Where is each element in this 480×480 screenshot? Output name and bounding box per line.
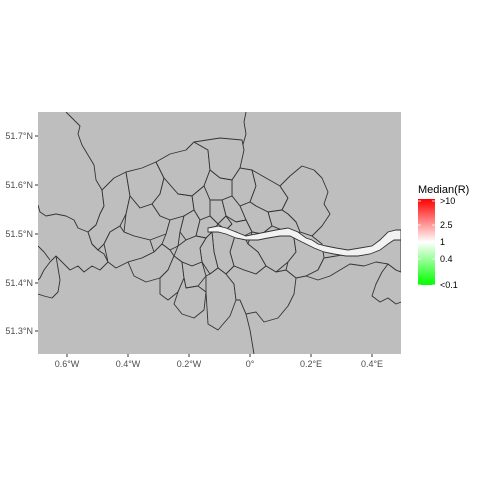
legend-title: Median(R) — [418, 184, 469, 196]
borough-hounslow — [103, 225, 155, 269]
x-tick-label: 0.6°W — [55, 359, 80, 369]
x-tick-label: 0.4°W — [116, 359, 141, 369]
legend-label: <0.1 — [440, 280, 458, 290]
y-tick-label: 51.5°N — [5, 229, 33, 239]
y-axis: 51.7°N 51.6°N 51.5°N 51.4°N 51.3°N — [5, 131, 38, 336]
y-tick-label: 51.3°N — [5, 326, 33, 336]
x-axis: 0.6°W 0.4°W 0.2°W 0° 0.2°E 0.4°E — [55, 354, 383, 369]
legend-label: 1 — [440, 237, 445, 247]
outer-boundary-west-lower — [38, 245, 51, 261]
outer-boundary-south-west — [38, 255, 61, 299]
borough-bromley — [225, 265, 297, 323]
y-tick-label: 51.7°N — [5, 131, 33, 141]
outer-boundary-north-center — [241, 112, 247, 149]
river-thames — [207, 225, 401, 257]
legend-label: 0.4 — [440, 254, 453, 264]
x-tick-label: 0° — [246, 359, 255, 369]
x-tick-label: 0.2°W — [177, 359, 202, 369]
x-tick-label: 0.2°E — [300, 359, 322, 369]
outer-boundary-east-lower — [371, 263, 401, 305]
legend-label: >10 — [440, 196, 455, 206]
y-tick-label: 51.4°N — [5, 278, 33, 288]
legend: Median(R) >10 2.5 1 0.4 <0.1 — [418, 184, 469, 290]
map-layer — [38, 112, 401, 354]
legend-label: 2.5 — [440, 220, 453, 230]
legend-colorbar — [418, 199, 435, 285]
y-tick-label: 51.6°N — [5, 180, 33, 190]
borough-sutton — [173, 277, 207, 319]
x-tick-label: 0.4°E — [361, 359, 383, 369]
